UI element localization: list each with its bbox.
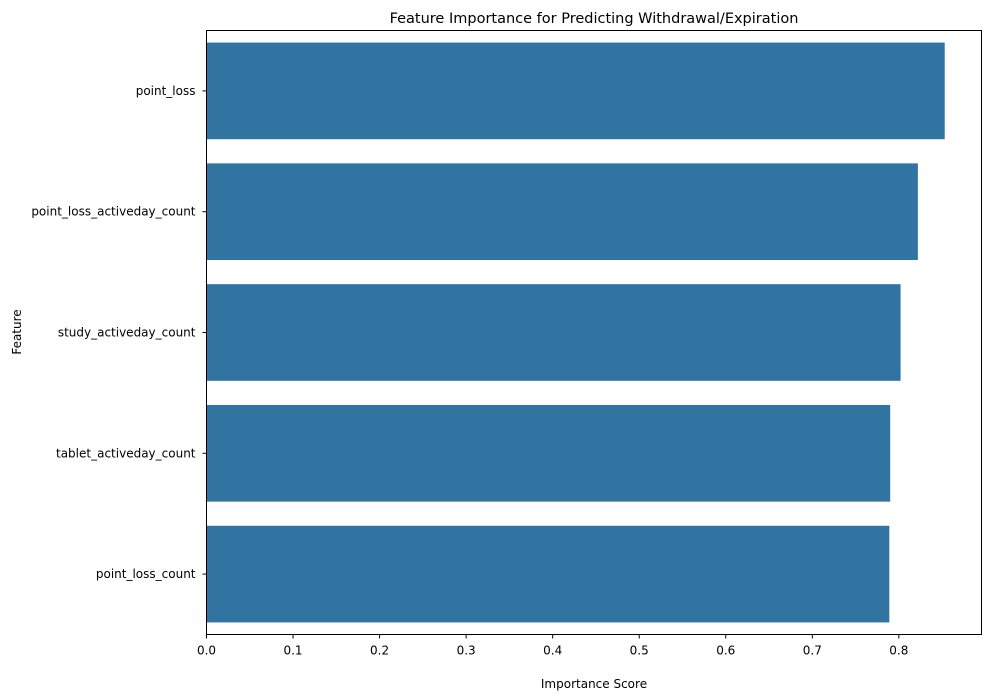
x-axis-ticks: 0.0 0.1 0.2 0.3 0.4 0.5 0.6 0.7 0.8 [197,634,908,658]
x-tick-label: 0.4 [543,644,562,658]
bar-tablet-activeday-count [206,404,891,502]
y-tick-label: point_loss_activeday_count [31,205,195,219]
x-tick-label: 0.2 [370,644,389,658]
x-tick-label: 0.1 [283,644,302,658]
x-tick-label: 0.6 [716,644,735,658]
x-tick-label: 0.8 [889,644,908,658]
x-tick-label: 0.5 [630,644,649,658]
y-tick-label: study_activeday_count [58,326,196,340]
bar-point-loss [206,42,945,140]
y-tick-label: point_loss [136,84,196,98]
x-tick-label: 0.7 [803,644,822,658]
y-axis-ticks: point_loss point_loss_activeday_countstud… [31,84,207,581]
x-axis-label: Importance Score [541,677,647,691]
bars-group [206,42,945,623]
chart-title: Feature Importance for Predicting Withdr… [390,11,799,27]
x-tick-label: 0.3 [457,644,476,658]
y-tick-label: point_loss_count [96,567,196,581]
bar-point-loss-count [206,525,890,623]
bar-point-loss-activeday-count [206,163,918,261]
bar-study-activeday-count [206,284,901,381]
x-tick-label: 0.0 [197,644,216,658]
plot-frame [206,30,982,635]
y-tick-label: tablet_activeday_count [56,446,196,460]
y-axis-label: Feature [10,309,24,354]
